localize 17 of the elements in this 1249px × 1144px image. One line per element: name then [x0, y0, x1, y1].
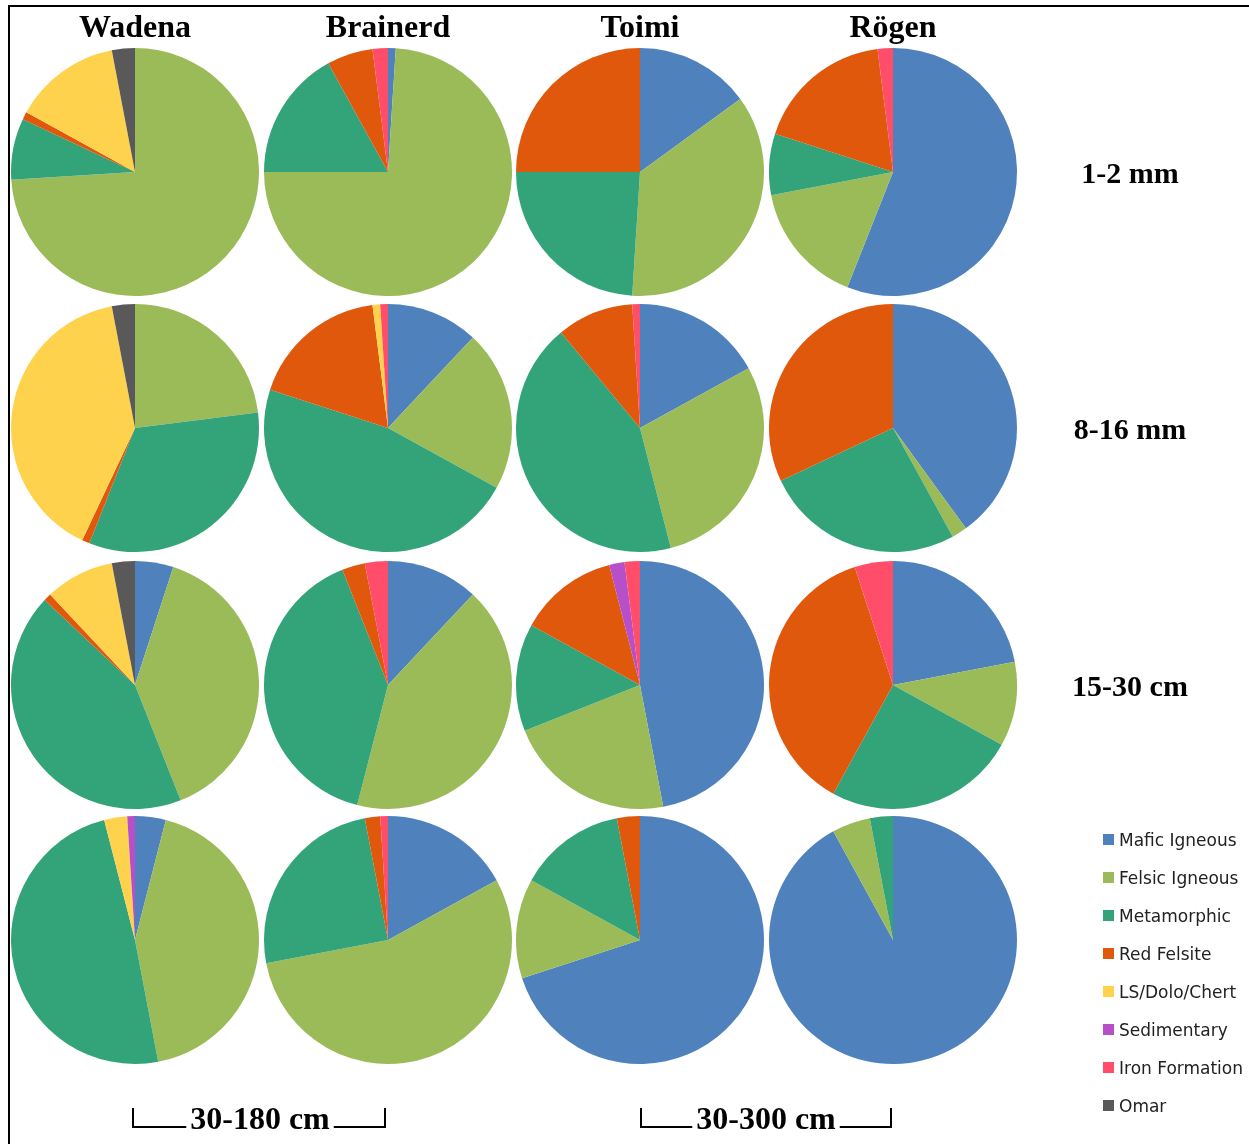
text: Toimi	[600, 8, 680, 44]
legend-label: Omar	[1119, 1095, 1167, 1116]
text: Wadena	[78, 8, 192, 44]
text: 30-180 cm	[190, 1100, 331, 1136]
legend-label: Metamorphic	[1119, 905, 1231, 926]
legend-label: Red Felsite	[1119, 943, 1212, 964]
legend-label: Mafic Igneous	[1119, 829, 1237, 850]
text: 30-300 cm	[696, 1100, 837, 1136]
legend-label: LS/Dolo/Chert	[1119, 981, 1237, 1002]
legend-label: Felsic Igneous	[1119, 867, 1239, 888]
text: 8-16 mm	[1073, 411, 1187, 445]
legend-label: Iron Formation	[1119, 1057, 1244, 1078]
legend-label: Sedimentary	[1119, 1019, 1228, 1040]
text: 1-2 mm	[1081, 155, 1179, 189]
text: Brainerd	[325, 8, 451, 44]
text: 15-30 cm	[1072, 668, 1188, 702]
text: Rögen	[849, 8, 937, 44]
